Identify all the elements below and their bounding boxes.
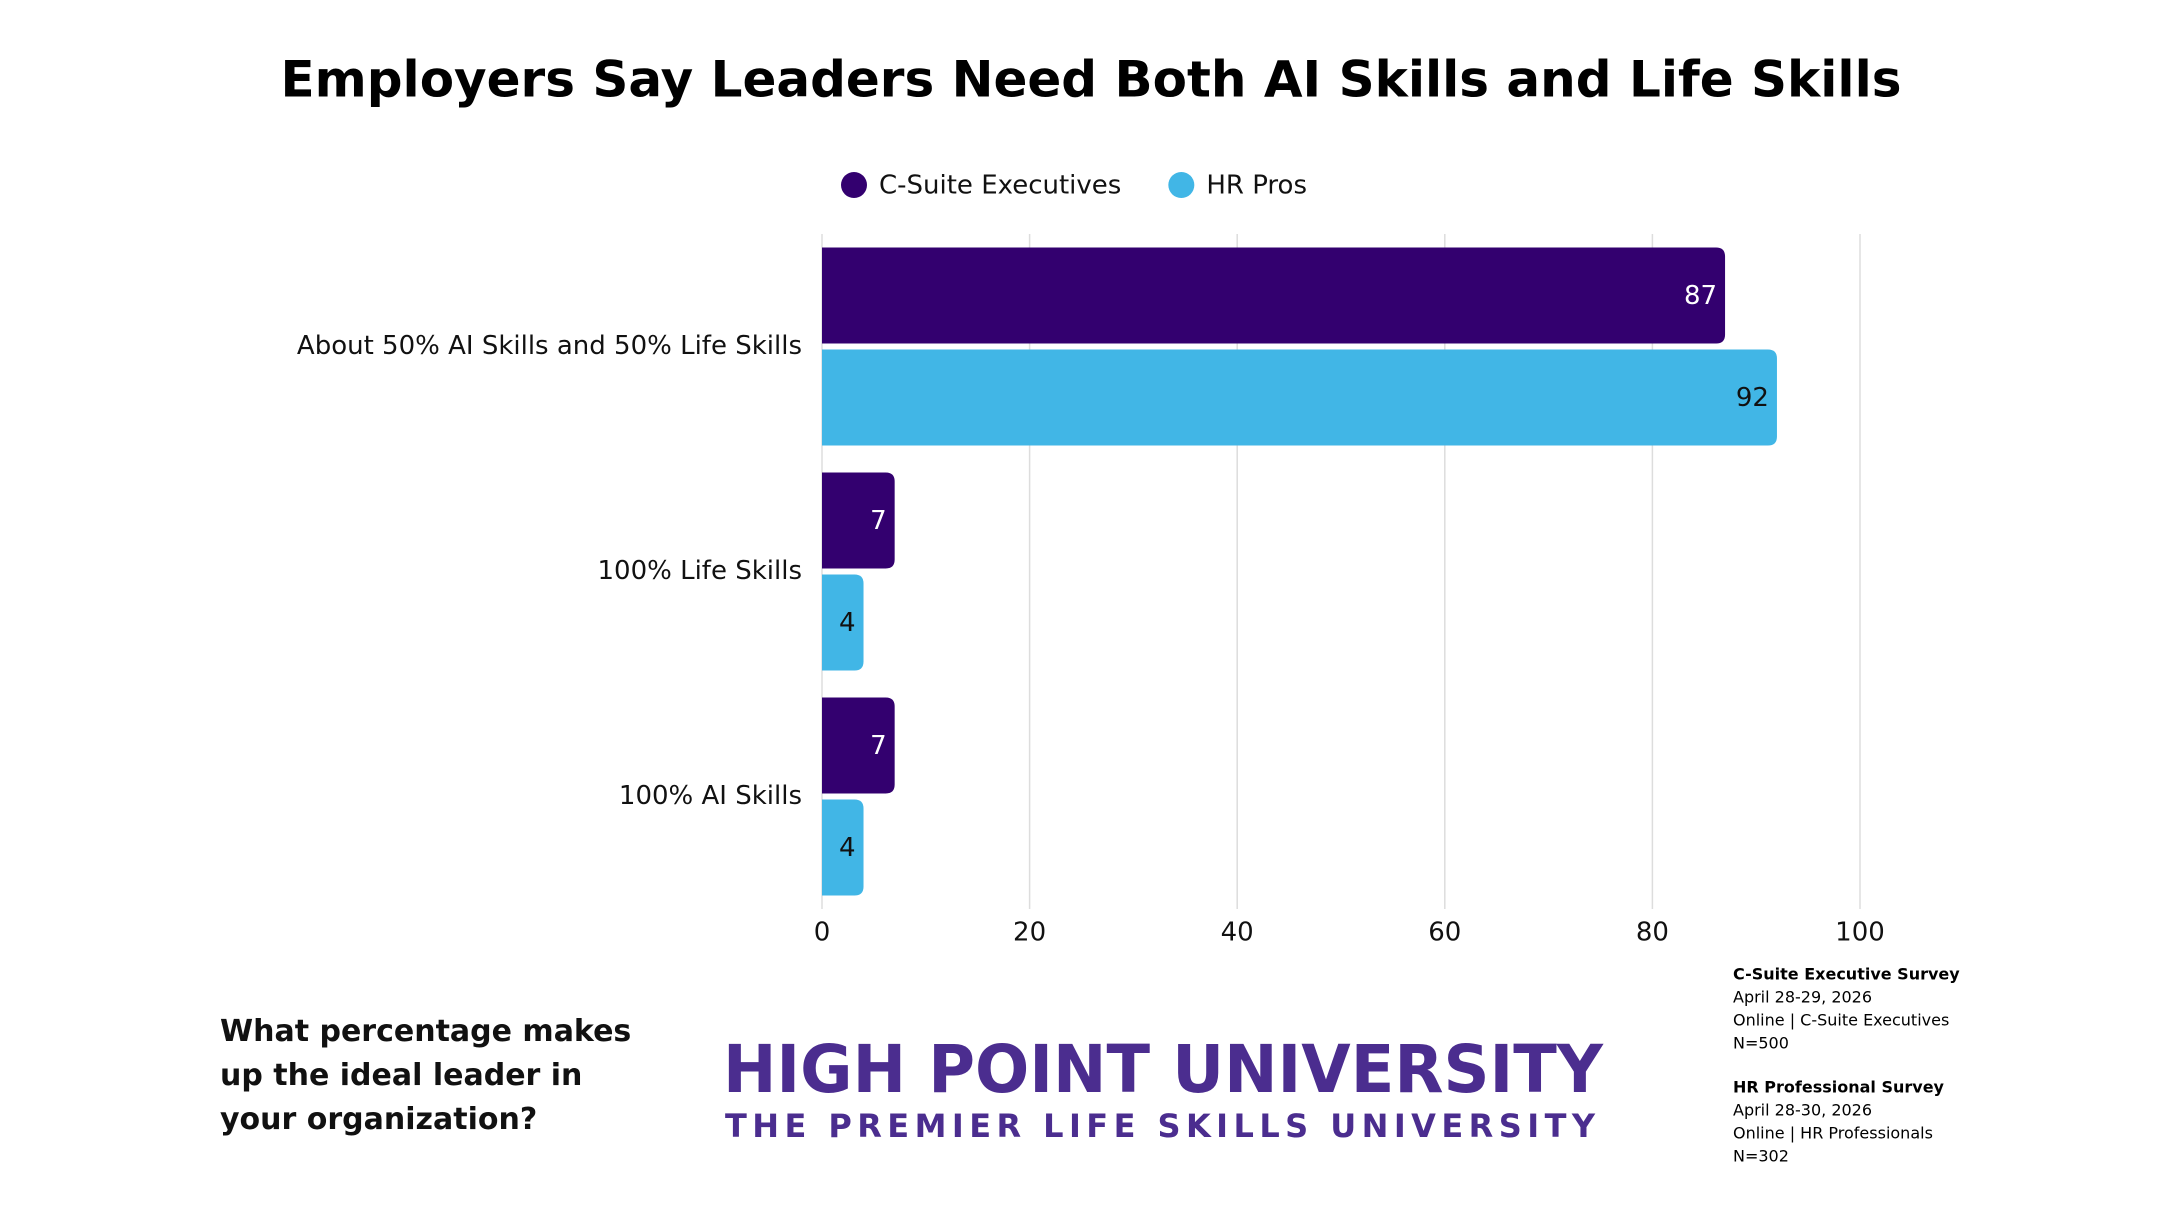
legend-marker — [841, 172, 867, 198]
brand-name: HIGH POINT UNIVERSITY — [723, 1031, 1604, 1108]
source-line: April 28-29, 2026 — [1733, 988, 1872, 1007]
x-tick-label: 0 — [814, 918, 831, 948]
question: What percentage makes up the ideal leade… — [220, 1014, 632, 1137]
source-title: HR Professional Survey — [1733, 1078, 1945, 1097]
bar — [822, 247, 1726, 344]
value-label: 87 — [1684, 281, 1717, 311]
x-tick-label: 60 — [1428, 918, 1461, 948]
y-tick-label: 100% AI Skills — [619, 781, 802, 811]
brand-tagline: THE PREMIER LIFE SKILLS UNIVERSITY — [725, 1107, 1596, 1145]
value-label: 7 — [870, 506, 887, 536]
source-line: N=500 — [1733, 1034, 1789, 1053]
x-tick-label: 20 — [1013, 918, 1046, 948]
bar — [822, 574, 864, 671]
y-tick-label: 100% Life Skills — [598, 556, 803, 586]
value-label: 7 — [870, 731, 887, 761]
legend-label: HR Pros — [1206, 171, 1307, 201]
y-tick-label: About 50% AI Skills and 50% Life Skills — [297, 331, 802, 361]
source-line: Online | C-Suite Executives — [1733, 1011, 1949, 1030]
legend-label: C-Suite Executives — [879, 171, 1121, 201]
bar — [822, 349, 1777, 446]
x-tick-label: 40 — [1221, 918, 1254, 948]
source-title: C-Suite Executive Survey — [1733, 965, 1960, 984]
value-label: 4 — [839, 608, 856, 638]
source-line: April 28-30, 2026 — [1733, 1101, 1872, 1120]
value-label: 4 — [839, 833, 856, 863]
legend-marker — [1168, 172, 1195, 198]
bar — [822, 799, 864, 896]
bar — [822, 697, 895, 794]
chart-title: Employers Say Leaders Need Both AI Skill… — [281, 51, 1902, 109]
x-tick-label: 80 — [1636, 918, 1669, 948]
source-line: N=302 — [1733, 1147, 1789, 1166]
source-line: Online | HR Professionals — [1733, 1124, 1933, 1143]
bar — [822, 472, 895, 569]
x-tick-label: 100 — [1835, 918, 1885, 948]
value-label: 92 — [1736, 383, 1769, 413]
